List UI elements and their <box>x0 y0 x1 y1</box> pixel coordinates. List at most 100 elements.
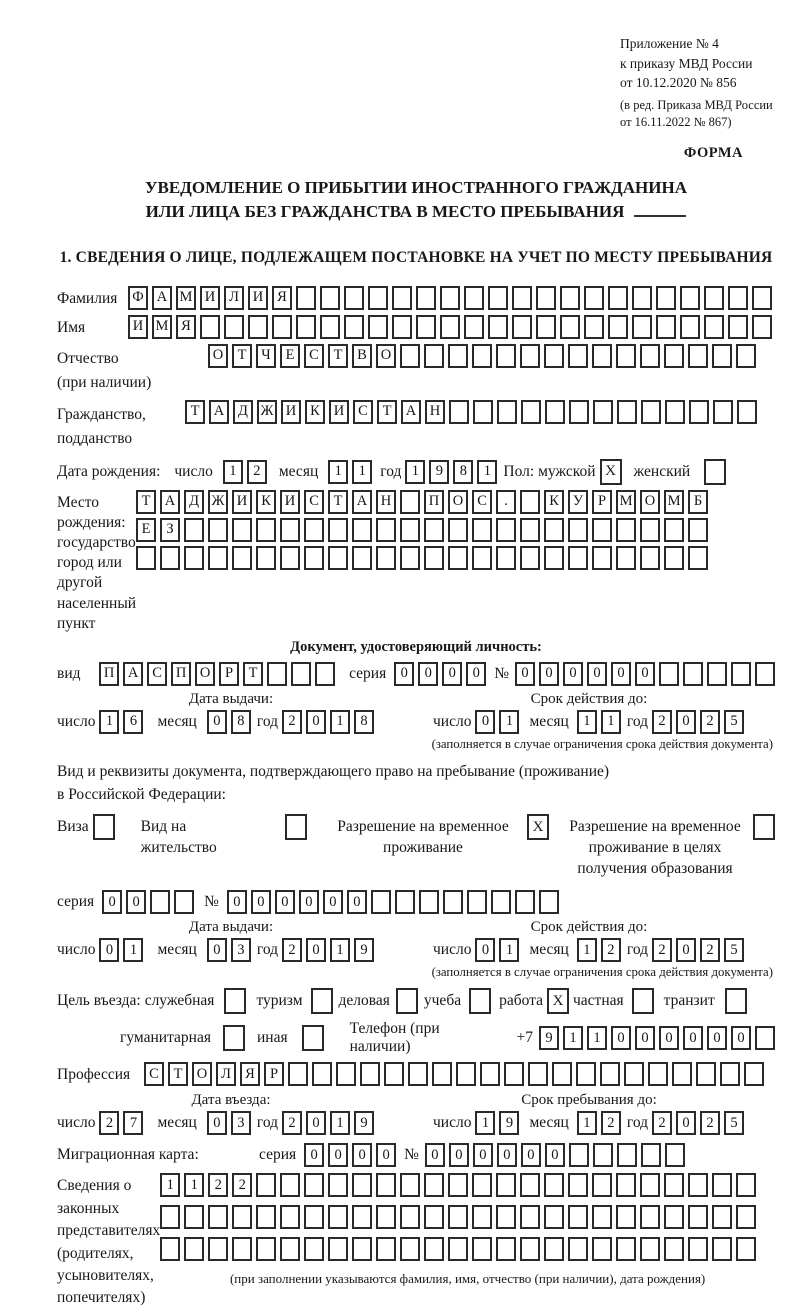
char-cell[interactable]: 0 <box>496 1143 517 1168</box>
char-cell[interactable]: 1 <box>477 459 498 484</box>
char-cell[interactable] <box>488 285 508 310</box>
char-cell[interactable] <box>208 545 229 570</box>
char-cell[interactable] <box>504 1062 524 1087</box>
char-cell[interactable]: А <box>152 285 172 310</box>
char-cell[interactable] <box>720 1062 740 1087</box>
char-cell[interactable] <box>368 314 388 339</box>
char-cell[interactable] <box>208 517 229 542</box>
char-cell[interactable]: 0 <box>226 890 247 915</box>
char-cell[interactable] <box>632 285 652 310</box>
char-cell[interactable]: М <box>664 489 685 514</box>
char-cell[interactable] <box>496 1237 517 1262</box>
char-cell[interactable]: И <box>281 399 301 424</box>
char-cell[interactable]: 0 <box>298 890 319 915</box>
char-cell[interactable] <box>689 399 709 424</box>
char-cell[interactable] <box>256 545 277 570</box>
char-cell[interactable]: 1 <box>563 1026 583 1051</box>
char-cell[interactable] <box>520 1205 541 1230</box>
char-cell[interactable] <box>528 1062 548 1087</box>
char-cell[interactable]: 0 <box>206 938 227 963</box>
char-cell[interactable]: 0 <box>587 661 607 686</box>
char-cell[interactable] <box>664 343 684 368</box>
char-cell[interactable]: М <box>176 285 196 310</box>
char-cell[interactable] <box>755 1026 775 1051</box>
char-cell[interactable]: 1 <box>405 459 426 484</box>
char-cell[interactable]: А <box>160 489 181 514</box>
char-cell[interactable]: 6 <box>123 709 144 734</box>
char-cell[interactable] <box>568 1173 589 1198</box>
char-cell[interactable] <box>608 314 628 339</box>
char-cell[interactable] <box>616 1237 637 1262</box>
char-cell[interactable] <box>304 545 325 570</box>
char-cell[interactable] <box>616 1205 637 1230</box>
char-cell[interactable]: Т <box>328 343 348 368</box>
char-cell[interactable] <box>592 517 613 542</box>
char-cell[interactable]: 1 <box>499 709 520 734</box>
char-cell[interactable] <box>344 314 364 339</box>
char-cell[interactable] <box>632 314 652 339</box>
char-cell[interactable] <box>688 1237 709 1262</box>
char-cell[interactable] <box>665 399 685 424</box>
char-cell[interactable]: 0 <box>352 1143 373 1168</box>
char-cell[interactable]: 1 <box>576 1111 597 1136</box>
char-cell[interactable] <box>520 517 541 542</box>
char-cell[interactable] <box>560 314 580 339</box>
char-cell[interactable] <box>352 1173 373 1198</box>
char-cell[interactable] <box>464 285 484 310</box>
char-cell[interactable] <box>544 1237 565 1262</box>
char-cell[interactable] <box>352 1237 373 1262</box>
char-cell[interactable] <box>744 1062 764 1087</box>
char-cell[interactable] <box>200 314 220 339</box>
char-cell[interactable] <box>376 1173 397 1198</box>
char-cell[interactable]: 0 <box>472 1143 493 1168</box>
char-cell[interactable] <box>640 545 661 570</box>
char-cell[interactable] <box>488 314 508 339</box>
char-cell[interactable]: А <box>123 661 144 686</box>
char-cell[interactable] <box>291 661 312 686</box>
char-cell[interactable] <box>688 517 709 542</box>
char-cell[interactable] <box>400 343 420 368</box>
char-cell[interactable] <box>592 1143 613 1168</box>
char-cell[interactable]: 0 <box>731 1026 751 1051</box>
char-cell[interactable]: С <box>353 399 373 424</box>
char-cell[interactable] <box>352 1205 373 1230</box>
char-cell[interactable] <box>280 1173 301 1198</box>
char-cell[interactable] <box>280 1237 301 1262</box>
char-cell[interactable] <box>315 661 336 686</box>
char-cell[interactable] <box>418 890 439 915</box>
char-cell[interactable] <box>512 314 532 339</box>
char-cell[interactable]: 0 <box>544 1143 565 1168</box>
char-cell[interactable]: 0 <box>659 1026 679 1051</box>
char-cell[interactable]: 0 <box>611 661 631 686</box>
char-cell[interactable] <box>736 1237 757 1262</box>
char-cell[interactable] <box>280 1205 301 1230</box>
char-cell[interactable] <box>370 890 391 915</box>
char-cell[interactable] <box>536 285 556 310</box>
char-cell[interactable]: 0 <box>304 1143 325 1168</box>
char-cell[interactable] <box>640 1237 661 1262</box>
char-cell[interactable] <box>737 399 757 424</box>
char-cell[interactable] <box>400 1237 421 1262</box>
char-cell[interactable] <box>440 314 460 339</box>
char-cell[interactable] <box>704 314 724 339</box>
char-cell[interactable]: 1 <box>352 459 373 484</box>
char-cell[interactable] <box>440 285 460 310</box>
char-cell[interactable] <box>328 517 349 542</box>
char-cell[interactable]: 1 <box>99 709 120 734</box>
purpose-humanitarian-checkbox[interactable] <box>222 1025 245 1052</box>
char-cell[interactable] <box>664 1143 685 1168</box>
char-cell[interactable]: 0 <box>250 890 271 915</box>
char-cell[interactable] <box>320 285 340 310</box>
char-cell[interactable]: 8 <box>453 459 474 484</box>
char-cell[interactable] <box>648 1062 668 1087</box>
purpose-tourism-checkbox[interactable] <box>310 988 333 1015</box>
char-cell[interactable]: 0 <box>635 661 655 686</box>
char-cell[interactable] <box>616 343 636 368</box>
char-cell[interactable] <box>712 1205 733 1230</box>
gender-male-checkbox[interactable]: X <box>599 458 622 485</box>
char-cell[interactable] <box>224 314 244 339</box>
char-cell[interactable] <box>408 1062 428 1087</box>
purpose-official-checkbox[interactable] <box>224 988 247 1015</box>
char-cell[interactable] <box>256 1237 277 1262</box>
char-cell[interactable]: 2 <box>246 459 267 484</box>
